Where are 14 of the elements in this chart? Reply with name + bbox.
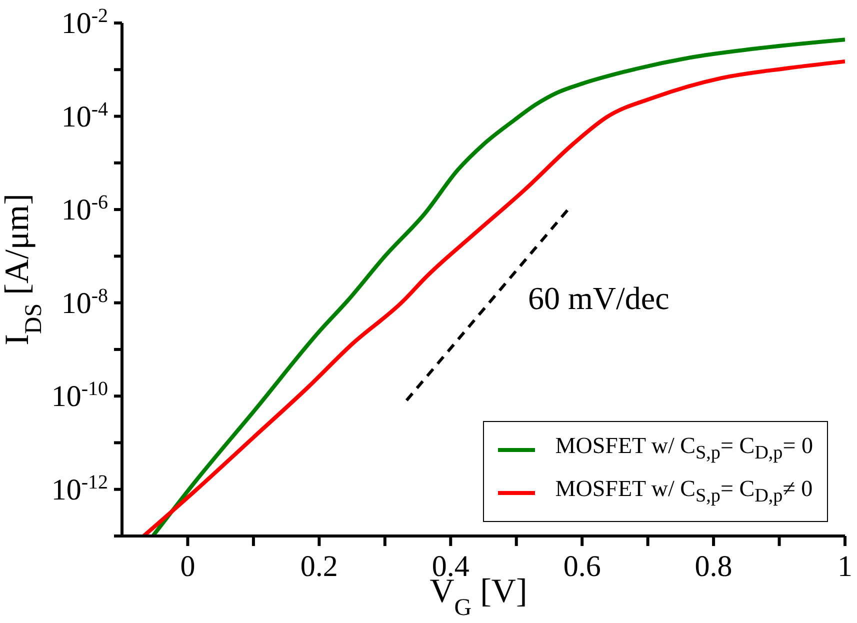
y-tick-label: 10$^{-2}$ [61, 5, 108, 40]
x-tick-label: 0.2 [300, 550, 338, 583]
y-tick-label: 10$^{-4}$ [61, 98, 108, 134]
annotation: 60 mV/dec [528, 280, 670, 317]
x-tick-label: 0 [180, 550, 196, 583]
y-tick-label: 10$^{-10}$ [51, 378, 108, 414]
x-tick-label: 0.6 [563, 550, 601, 583]
legend-label: MOSFET w/ C$_{S,p}$= C$_{D,p}$≠ 0 [555, 475, 813, 509]
x-tick-label: 0.8 [694, 550, 732, 583]
y-tick-label: 10$^{-6}$ [61, 192, 108, 227]
x-tick-label: 1 [838, 550, 852, 583]
y-tick-label: 10$^{-12}$ [51, 471, 108, 506]
legend-label: MOSFET w/ C$_{S,p}$= C$_{D,p}$= 0 [555, 432, 813, 466]
y-tick-label: 10$^{-8}$ [61, 284, 108, 320]
